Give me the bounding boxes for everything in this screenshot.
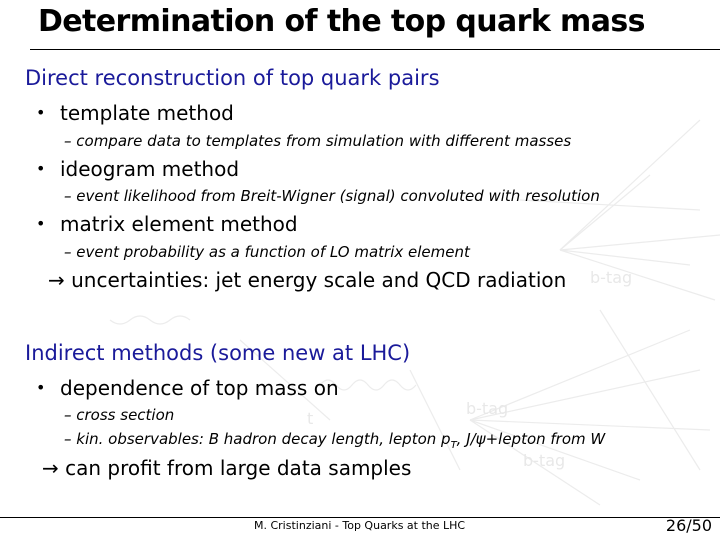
footer-text: M. Cristinziani - Top Quarks at the LHC: [254, 519, 466, 532]
arrow-glyph: →: [42, 456, 59, 480]
detail-kin-text-end: , J/ψ+lepton from W: [456, 430, 606, 448]
detail-matrix-element-method: – event probability as a function of LO …: [64, 243, 470, 261]
conclusion-text: can profit from large data samples: [65, 456, 412, 480]
page-number: 26/50: [665, 516, 712, 535]
detail-template-method: – compare data to templates from simulat…: [64, 132, 572, 150]
title-rule: [30, 49, 720, 50]
btag-label-3: b-tag: [523, 451, 565, 470]
conclusion-text: uncertainties: jet energy scale and QCD …: [71, 268, 567, 292]
detail-ideogram-method: – event likelihood from Breit-Wigner (si…: [64, 187, 600, 205]
section1-conclusion: → uncertainties: jet energy scale and QC…: [48, 268, 566, 292]
section2-conclusion: → can profit from large data samples: [42, 456, 411, 480]
footer-rule: [0, 517, 720, 518]
bullet-dot: •: [36, 159, 46, 178]
detail-cross-section: – cross section: [64, 406, 175, 424]
bullet-dot: •: [36, 214, 46, 233]
bullet-label: ideogram method: [60, 157, 240, 181]
bullet-dot: •: [36, 378, 46, 397]
section2-heading: Indirect methods (some new at LHC): [25, 341, 411, 365]
section1-heading: Direct reconstruction of top quark pairs: [25, 66, 440, 90]
bullet-label: dependence of top mass on: [60, 376, 339, 400]
bullet-dependence-top-mass: • dependence of top mass on: [36, 376, 339, 400]
pt-subscript: T: [450, 440, 457, 451]
detail-kin-text: – kin. observables: B hadron decay lengt…: [64, 430, 451, 448]
bullet-label: template method: [60, 101, 234, 125]
bullet-dot: •: [36, 103, 46, 122]
top-label: t: [307, 409, 313, 428]
bullet-matrix-element-method: • matrix element method: [36, 212, 298, 236]
btag-label-2: b-tag: [466, 399, 508, 418]
arrow-glyph: →: [48, 268, 65, 292]
slide-title: Determination of the top quark mass: [38, 4, 645, 39]
bullet-template-method: • template method: [36, 101, 234, 125]
bullet-label: matrix element method: [60, 212, 298, 236]
detail-kinematic-observables: – kin. observables: B hadron decay lengt…: [64, 430, 605, 451]
btag-label-1: b-tag: [590, 268, 632, 287]
bullet-ideogram-method: • ideogram method: [36, 157, 239, 181]
